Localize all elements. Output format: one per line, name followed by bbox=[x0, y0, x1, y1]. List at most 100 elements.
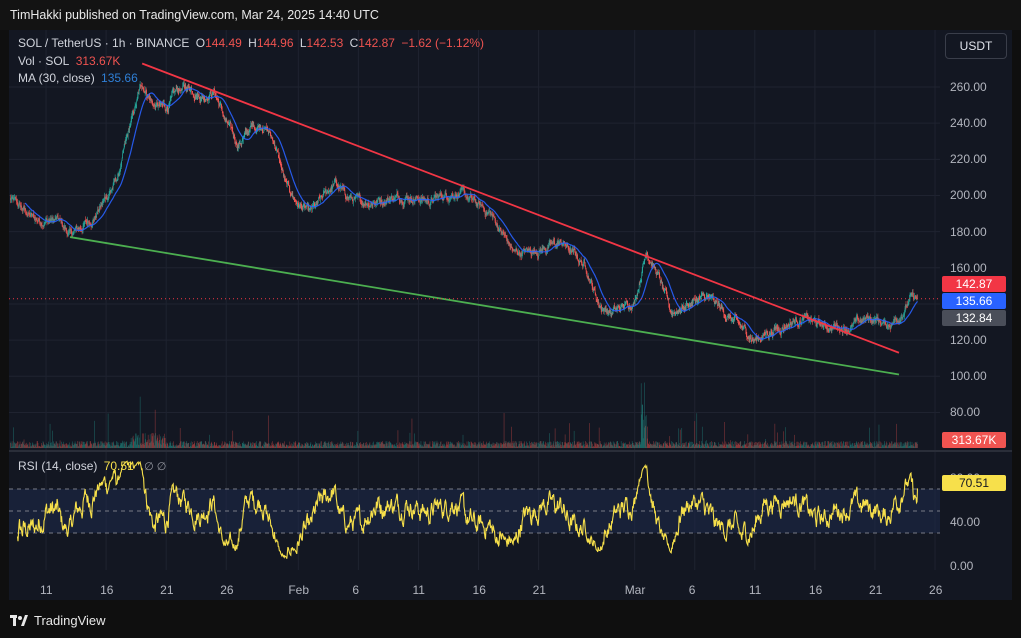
candle-body bbox=[429, 204, 430, 206]
candle-body bbox=[169, 103, 170, 105]
volume-bar bbox=[435, 445, 436, 448]
candle-body bbox=[184, 85, 186, 88]
volume-bar bbox=[35, 445, 36, 448]
price-chart-pane[interactable] bbox=[9, 30, 940, 450]
candle-body bbox=[915, 296, 916, 298]
volume-bar bbox=[65, 446, 66, 448]
volume-bar bbox=[458, 441, 459, 448]
candle-body bbox=[477, 203, 479, 207]
volume-bar bbox=[358, 446, 360, 448]
volume-bar bbox=[472, 442, 474, 448]
candle-body bbox=[812, 321, 813, 322]
candle-body bbox=[309, 208, 311, 210]
volume-bar bbox=[612, 441, 614, 448]
candle-body bbox=[31, 213, 32, 216]
volume-bar bbox=[515, 446, 516, 448]
candle-body bbox=[664, 289, 666, 291]
volume-bar bbox=[408, 444, 410, 448]
candle-body bbox=[384, 202, 386, 205]
candle-body bbox=[652, 263, 654, 266]
candle-body bbox=[151, 99, 152, 101]
candle-body bbox=[245, 129, 247, 132]
volume-bar bbox=[607, 443, 609, 448]
candle-body bbox=[893, 319, 895, 322]
candle-body bbox=[372, 203, 374, 206]
candle-body bbox=[189, 89, 190, 92]
volume-bar bbox=[275, 443, 277, 448]
volume-bar bbox=[544, 445, 545, 448]
volume-bar bbox=[320, 441, 322, 448]
volume-bar bbox=[330, 445, 332, 448]
candle-body bbox=[198, 95, 200, 99]
candle-body bbox=[904, 308, 906, 313]
candle-body bbox=[731, 319, 733, 321]
volume-bar bbox=[120, 443, 122, 448]
volume-bar bbox=[401, 446, 402, 448]
candle-body bbox=[691, 301, 693, 306]
candle-body bbox=[523, 248, 524, 251]
candle-body bbox=[82, 225, 84, 230]
volume-bar bbox=[70, 446, 71, 448]
volume-bar bbox=[247, 445, 249, 448]
volume-bar bbox=[219, 446, 221, 448]
volume-bar bbox=[155, 433, 156, 448]
volume-bar bbox=[511, 446, 513, 448]
volume-bar bbox=[168, 445, 169, 448]
candle-body bbox=[910, 293, 911, 296]
candle-body bbox=[67, 234, 69, 236]
volume-bar bbox=[437, 443, 438, 448]
candle-body bbox=[624, 303, 626, 305]
candle-body bbox=[387, 197, 389, 200]
volume-bar bbox=[633, 446, 635, 448]
volume-bar bbox=[195, 446, 197, 448]
candle-body bbox=[518, 252, 520, 253]
volume-bar bbox=[405, 443, 406, 448]
candle-body bbox=[160, 102, 162, 104]
volume-bar bbox=[190, 446, 192, 448]
volume-bar bbox=[119, 445, 121, 448]
volume-bar bbox=[217, 446, 219, 448]
candle-body bbox=[123, 149, 124, 151]
candle-body bbox=[88, 221, 89, 224]
candle-body bbox=[278, 155, 280, 161]
volume-bar bbox=[639, 444, 641, 448]
volume-bar bbox=[33, 445, 34, 448]
candle-body bbox=[456, 197, 458, 200]
volume-bar bbox=[138, 445, 140, 448]
candle-body bbox=[671, 312, 673, 315]
candle-body bbox=[661, 281, 663, 287]
candle-body bbox=[774, 327, 776, 329]
candle-body bbox=[676, 311, 678, 313]
volume-bar bbox=[87, 445, 89, 448]
candle-body bbox=[105, 197, 106, 200]
volume-bar bbox=[419, 444, 421, 448]
candle-body bbox=[267, 131, 269, 134]
volume-bar bbox=[561, 442, 563, 448]
candle-body bbox=[874, 318, 876, 319]
candle-body bbox=[772, 332, 774, 337]
volume-bar bbox=[48, 441, 49, 448]
volume-bar bbox=[323, 444, 324, 448]
candle-body bbox=[442, 197, 444, 201]
candle-body bbox=[720, 307, 722, 310]
candle-body bbox=[802, 318, 803, 321]
candle-body bbox=[713, 300, 715, 304]
volume-bar bbox=[362, 444, 364, 448]
volume-bar bbox=[188, 446, 190, 448]
volume-bar bbox=[381, 442, 382, 448]
volume-bar bbox=[375, 444, 376, 448]
candle-body bbox=[698, 297, 700, 299]
candle-body bbox=[554, 241, 555, 244]
volume-bar bbox=[431, 446, 433, 448]
volume-bar bbox=[605, 442, 607, 448]
volume-bar bbox=[174, 445, 176, 448]
candle-body bbox=[906, 306, 907, 308]
volume-bar bbox=[410, 444, 411, 448]
volume-bar bbox=[618, 445, 620, 448]
volume-bar bbox=[350, 442, 351, 448]
candle-body bbox=[69, 229, 70, 232]
candle-body bbox=[468, 198, 470, 200]
volume-bar bbox=[108, 442, 109, 448]
volume-bar bbox=[554, 428, 556, 448]
candle-body bbox=[439, 194, 440, 196]
